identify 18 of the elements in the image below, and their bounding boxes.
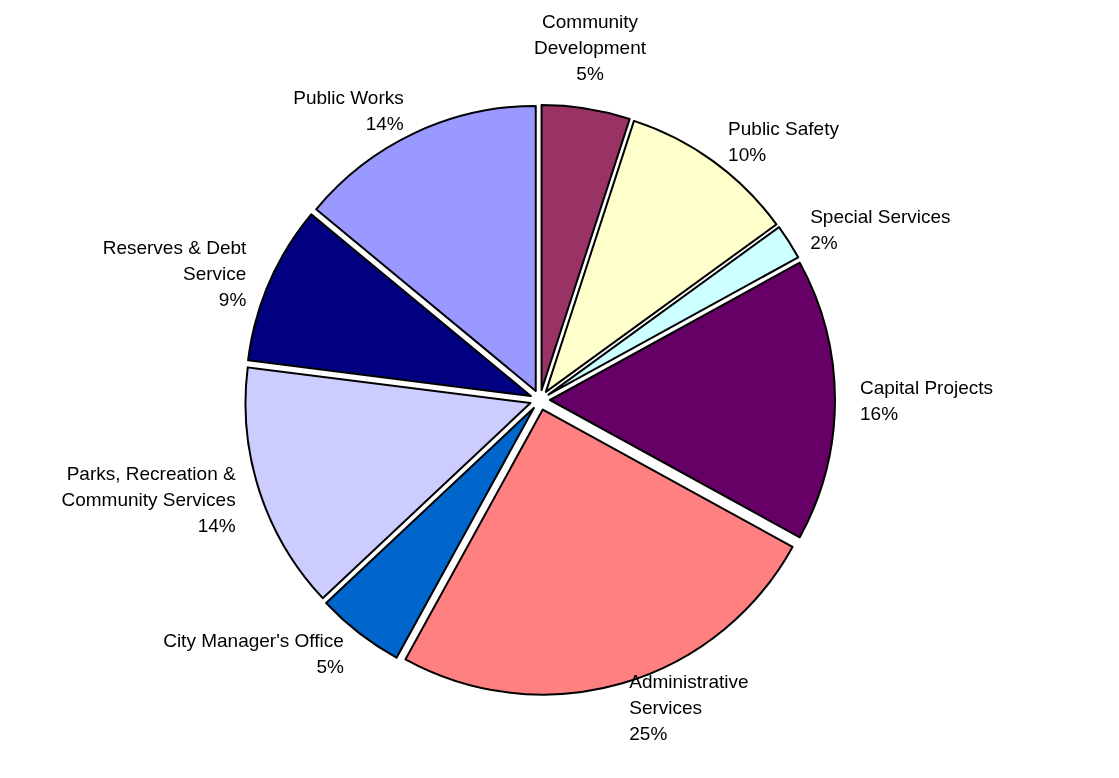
slice-label: Administrative Services <box>629 671 749 719</box>
slice-label: Capital Projects <box>860 377 994 398</box>
data-label: 16% <box>860 403 899 424</box>
data-label: 10% <box>728 144 767 166</box>
slice-label: Special Services <box>810 205 951 227</box>
slice-label: Public Works <box>293 87 404 109</box>
slice-label: Public Safety <box>728 118 840 140</box>
slice-label: Parks, Recreation & Community Services <box>61 462 236 510</box>
data-label: 5% <box>576 62 604 84</box>
data-label: 25% <box>629 723 668 745</box>
slice-label: City Manager's Office <box>163 629 344 651</box>
data-label: 14% <box>197 514 236 536</box>
data-label: 2% <box>810 231 838 253</box>
data-label: 5% <box>316 655 344 677</box>
data-label: 9% <box>218 288 247 310</box>
data-label: 14% <box>365 113 404 135</box>
slice-label: Community Development <box>534 10 647 58</box>
slice-label: Reserves & Debt Service <box>102 236 248 284</box>
